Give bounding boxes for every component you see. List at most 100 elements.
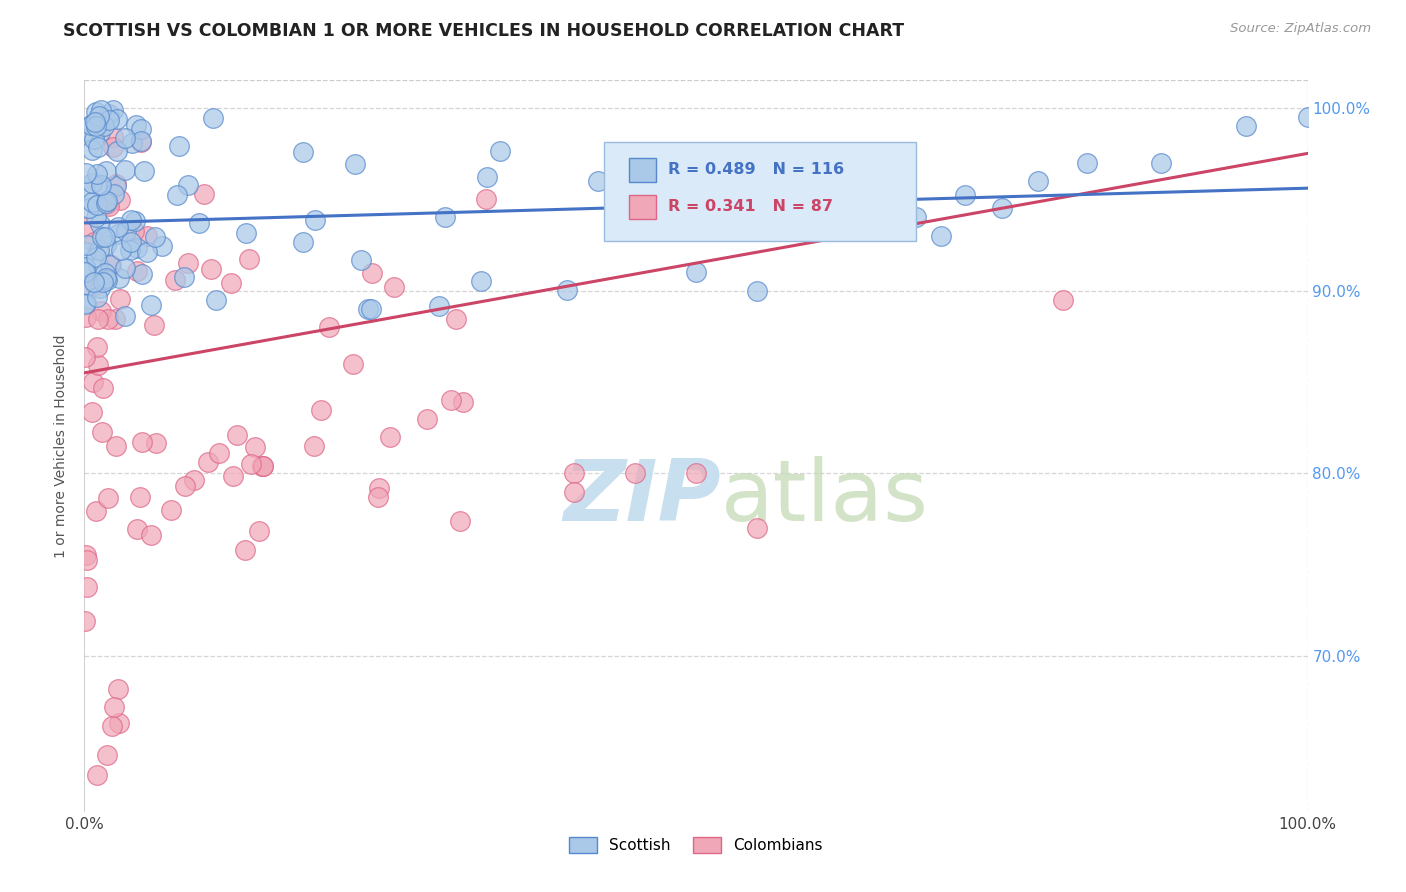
Point (233, 543, 256, 558)
Point (685, 265, 707, 279)
Point (238, 252, 260, 266)
Point (90, 180, 112, 194)
Point (114, 163, 136, 178)
Point (107, 219, 129, 234)
Point (201, 111, 224, 125)
Point (145, 436, 167, 450)
Point (96, 164, 118, 178)
Point (105, 144, 128, 158)
Point (84, 114, 107, 128)
Point (368, 481, 391, 495)
Point (73, 350, 96, 364)
Point (193, 186, 215, 201)
Point (103, 700, 125, 714)
Point (474, 192, 496, 206)
Point (143, 318, 166, 332)
Point (98, 199, 121, 213)
Point (104, 178, 127, 193)
Point (470, 274, 492, 288)
Point (94, 266, 117, 280)
Point (114, 131, 136, 145)
Point (75, 166, 97, 180)
Point (107, 227, 129, 241)
Point (96, 747, 118, 762)
Point (96, 197, 118, 211)
Point (84, 211, 107, 225)
Point (991, 202, 1014, 216)
Point (75, 310, 97, 325)
Point (169, 139, 191, 153)
Point (101, 130, 124, 145)
Point (96, 194, 118, 208)
Point (108, 271, 131, 285)
Point (127, 264, 149, 278)
Text: ZIP: ZIP (562, 456, 720, 539)
Point (150, 238, 173, 252)
Point (747, 521, 769, 535)
Point (115, 224, 138, 238)
Point (1052, 293, 1074, 307)
Point (87, 244, 110, 258)
Point (129, 491, 152, 505)
Point (200, 262, 222, 277)
Point (129, 135, 152, 149)
Point (124, 214, 146, 228)
Point (197, 455, 219, 469)
Point (747, 284, 769, 298)
Point (709, 211, 731, 225)
Point (125, 241, 148, 255)
Point (557, 283, 579, 297)
Point (252, 458, 274, 473)
Point (252, 459, 274, 474)
Point (235, 226, 257, 240)
Point (91, 275, 114, 289)
Point (75, 260, 97, 274)
Legend: Scottish, Colombians: Scottish, Colombians (564, 830, 828, 859)
Point (318, 320, 340, 334)
Point (101, 140, 124, 154)
Point (187, 216, 209, 230)
Point (86, 167, 108, 181)
Point (1150, 155, 1173, 169)
Point (243, 440, 266, 454)
Point (97, 312, 120, 326)
Point (489, 145, 512, 159)
Point (80, 143, 103, 157)
Point (75, 549, 97, 563)
Point (103, 103, 125, 117)
Point (86, 139, 108, 153)
Text: R = 0.341   N = 87: R = 0.341 N = 87 (668, 199, 832, 214)
Point (114, 310, 136, 324)
Point (661, 192, 683, 206)
Point (163, 272, 186, 286)
Point (131, 267, 153, 281)
Point (166, 187, 188, 202)
Point (343, 156, 366, 170)
Point (440, 393, 463, 408)
Point (477, 170, 499, 185)
Point (107, 681, 129, 696)
Point (80, 117, 103, 131)
Point (1296, 110, 1319, 124)
Point (75, 265, 97, 279)
Point (96, 196, 118, 211)
Point (96, 272, 118, 286)
Point (122, 224, 145, 238)
Point (94, 230, 117, 244)
Point (90, 103, 112, 117)
Point (869, 164, 891, 178)
Point (90, 178, 112, 193)
Point (129, 121, 152, 136)
Point (219, 276, 242, 290)
Point (100, 719, 122, 733)
Point (139, 298, 162, 312)
Point (125, 118, 148, 132)
Point (77, 201, 100, 215)
Point (173, 270, 195, 285)
Point (76, 238, 98, 252)
Point (108, 193, 131, 207)
Point (83, 132, 105, 146)
Point (110, 243, 132, 257)
Point (96, 237, 118, 252)
Point (83, 276, 105, 290)
